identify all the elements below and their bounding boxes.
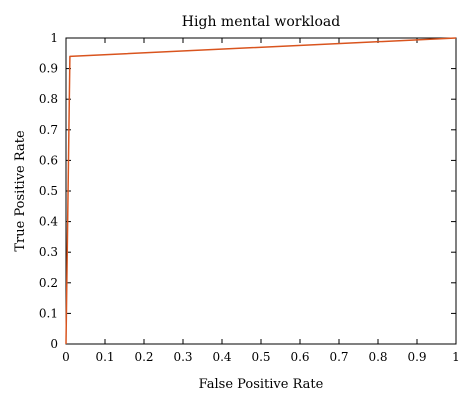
x-tick-label: 0.3	[173, 350, 192, 364]
x-tick-label: 0.9	[407, 350, 426, 364]
y-tick-label: 0.8	[39, 92, 58, 106]
series-layer	[65, 37, 457, 345]
x-tick-label: 0.4	[212, 350, 231, 364]
x-axis-label: False Positive Rate	[199, 377, 324, 392]
y-tick-label: 0.4	[39, 215, 58, 229]
x-axis-ticks: 0 0.1 0.2 0.3 0.4 0.5 0.6 0.7 0.8 0.9 1	[62, 38, 460, 364]
x-tick-label: 0.1	[95, 350, 114, 364]
y-tick-label: 0.5	[39, 184, 58, 198]
y-tick-label: 0.7	[39, 123, 58, 137]
y-axis-ticks: 0 0.1 0.2 0.3 0.4 0.5 0.6 0.7 0.8 0.9 1	[39, 31, 456, 351]
y-axis-label: True Positive Rate	[13, 130, 28, 252]
x-tick-label: 0.2	[134, 350, 153, 364]
x-tick-label: 0.5	[251, 350, 270, 364]
y-tick-label: 0.1	[39, 306, 58, 320]
x-tick-label: 0.7	[329, 350, 348, 364]
x-tick-label: 0	[62, 350, 70, 364]
y-tick-label: 0.2	[39, 276, 58, 290]
y-tick-label: 0.9	[39, 62, 58, 76]
y-tick-label: 0.3	[39, 245, 58, 259]
y-tick-label: 1	[50, 31, 58, 45]
x-tick-label: 0.8	[368, 350, 387, 364]
y-tick-label: 0	[50, 337, 58, 351]
chart-title: High mental workload	[182, 14, 340, 30]
roc-curve-line	[65, 37, 457, 345]
x-tick-label: 0.6	[290, 350, 309, 364]
x-tick-label: 1	[452, 350, 460, 364]
plot-frame	[65, 37, 457, 345]
y-tick-label: 0.6	[39, 153, 58, 167]
